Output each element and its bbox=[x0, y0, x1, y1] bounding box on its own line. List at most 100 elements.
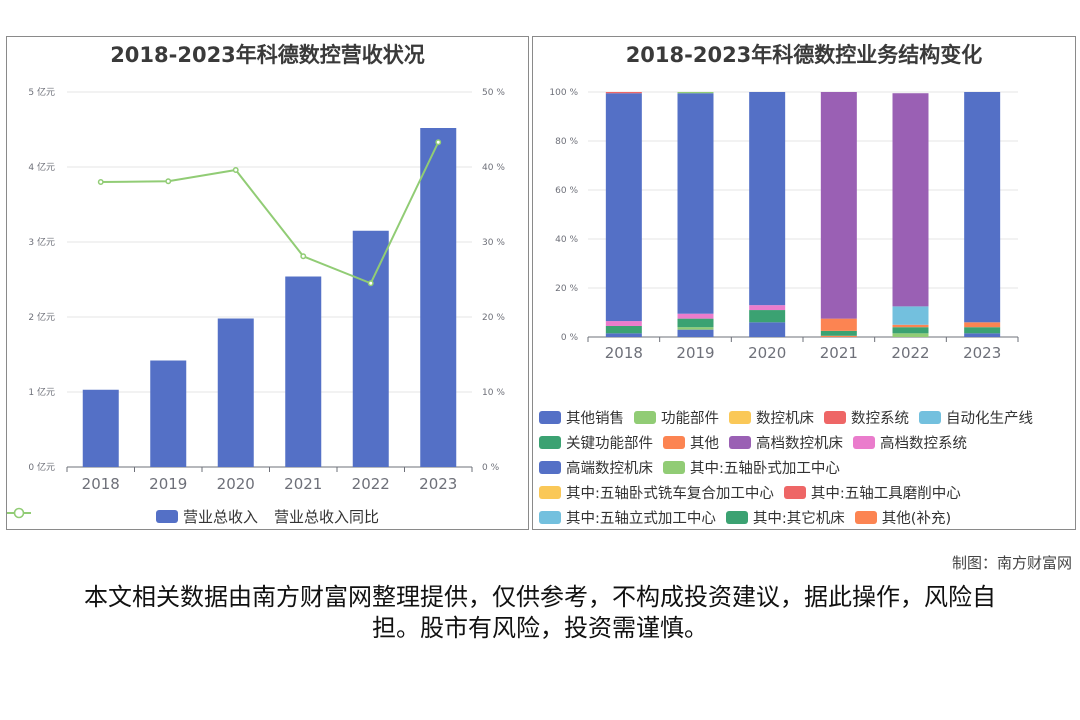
legend-item-revenue-yoy[interactable]: 营业总收入同比 bbox=[7, 506, 380, 527]
legend-swatch bbox=[539, 436, 561, 449]
revenue-yoy-point bbox=[300, 253, 307, 260]
revenue-chart-legend: 营业总收入 营业总收入同比 bbox=[7, 506, 528, 527]
x-tick-label: 2020 bbox=[217, 475, 255, 493]
legend-item[interactable]: 其他(补充) bbox=[854, 507, 952, 528]
y-right-tick-label: 10 % bbox=[482, 388, 505, 398]
legend-label: 数控机床 bbox=[756, 411, 814, 427]
y-right-tick-label: 20 % bbox=[482, 313, 505, 323]
structure-segment bbox=[820, 92, 857, 319]
legend-swatch bbox=[919, 411, 941, 424]
legend-label: 其中:五轴工具磨削中心 bbox=[810, 486, 961, 502]
business-structure-panel: 0 % 20 % 40 % 60 % 80 % 100 % 2018 2019 2020 2021… bbox=[532, 36, 1076, 530]
legend-label-revenue: 营业总收入 bbox=[182, 508, 258, 526]
structure-segment bbox=[892, 306, 929, 325]
legend-label: 高档数控机床 bbox=[756, 436, 843, 452]
legend-item[interactable]: 关键功能部件 bbox=[539, 432, 653, 453]
legend-swatch bbox=[783, 486, 806, 499]
structure-segment bbox=[964, 333, 1001, 337]
x-tick-label: 2023 bbox=[419, 475, 457, 493]
y-left-tick-label: 2 亿元 bbox=[28, 311, 55, 323]
business-structure-chart: 0 % 20 % 40 % 60 % 80 % 100 % 2018 2019 2020 2021… bbox=[549, 88, 1019, 362]
y-left-tick-label: 3 亿元 bbox=[28, 236, 55, 248]
legend-swatch-revenue-yoy bbox=[7, 507, 31, 519]
structure-segment bbox=[677, 313, 714, 319]
revenue-bar bbox=[352, 230, 389, 467]
legend-label: 其他(补充) bbox=[881, 511, 952, 527]
x-tick-label: 2018 bbox=[605, 344, 643, 362]
x-tick-label: 2022 bbox=[891, 344, 929, 362]
structure-segment bbox=[892, 333, 929, 337]
revenue-bar bbox=[82, 389, 119, 467]
structure-segment bbox=[892, 93, 929, 307]
business-structure-title: 2018-2023年科德数控业务结构变化 bbox=[625, 43, 983, 67]
structure-segment bbox=[605, 333, 642, 337]
y-tick-label: 40 % bbox=[555, 235, 578, 245]
legend-swatch bbox=[663, 436, 685, 449]
revenue-bar bbox=[217, 318, 254, 467]
legend-item[interactable]: 数控机床 bbox=[729, 407, 814, 428]
legend-label: 高端数控机床 bbox=[566, 461, 653, 477]
x-tick-label: 2020 bbox=[748, 344, 786, 362]
legend-item[interactable]: 其他销售 bbox=[539, 407, 624, 428]
legend-item[interactable]: 功能部件 bbox=[634, 407, 719, 428]
legend-label-revenue-yoy: 营业总收入同比 bbox=[274, 508, 380, 526]
y-tick-label: 20 % bbox=[555, 284, 578, 294]
legend-item[interactable]: 其中:五轴工具磨削中心 bbox=[783, 482, 961, 503]
y-right-tick-label: 30 % bbox=[482, 238, 505, 248]
legend-item[interactable]: 自动化生产线 bbox=[919, 407, 1033, 428]
legend-label: 其他 bbox=[690, 436, 719, 452]
structure-segment bbox=[820, 318, 857, 331]
legend-swatch bbox=[729, 436, 751, 449]
legend-item[interactable]: 其中:五轴卧式铣车复合加工中心 bbox=[539, 482, 774, 503]
legend-item[interactable]: 数控系统 bbox=[824, 407, 909, 428]
legend-label: 数控系统 bbox=[851, 411, 909, 427]
legend-label: 自动化生产线 bbox=[946, 411, 1033, 427]
structure-segment bbox=[677, 327, 714, 330]
legend-item[interactable]: 其中:五轴立式加工中心 bbox=[539, 507, 716, 528]
y-left-tick-label: 0 亿元 bbox=[28, 461, 55, 473]
structure-segment bbox=[820, 330, 857, 336]
legend-swatch bbox=[824, 411, 846, 424]
legend-label: 其中:五轴卧式加工中心 bbox=[690, 461, 840, 477]
y-left-tick-label: 5 亿元 bbox=[28, 86, 55, 98]
revenue-bar bbox=[420, 128, 457, 467]
structure-segment bbox=[964, 92, 1001, 323]
business-structure-legend: 其他销售 功能部件 数控机床 数控系统 自动化生产线关键功能部件 其他 高档数控机床 高档数控… bbox=[539, 407, 1073, 528]
revenue-yoy-point bbox=[97, 179, 104, 185]
structure-segment bbox=[749, 92, 786, 306]
legend-label: 功能部件 bbox=[661, 411, 719, 427]
x-tick-label: 2018 bbox=[82, 475, 120, 493]
legend-label: 其中:五轴卧式铣车复合加工中心 bbox=[566, 486, 774, 502]
y-tick-label: 80 % bbox=[555, 137, 578, 147]
revenue-chart-panel: 0 亿元 1 亿元 2 亿元 3 亿元 4 亿元 5 亿元 0 % 10 % 20 % 30 % 4… bbox=[6, 36, 529, 530]
legend-swatch bbox=[854, 511, 877, 524]
legend-item[interactable]: 其中:其它机床 bbox=[725, 507, 845, 528]
structure-segment bbox=[964, 327, 1001, 334]
y-left-tick-label: 1 亿元 bbox=[28, 386, 55, 398]
legend-item[interactable]: 其他 bbox=[663, 432, 719, 453]
structure-segment bbox=[605, 325, 642, 334]
y-left-tick-label: 4 亿元 bbox=[28, 161, 55, 173]
legend-item[interactable]: 高档数控系统 bbox=[853, 432, 967, 453]
structure-segment bbox=[749, 310, 786, 323]
y-right-tick-label: 40 % bbox=[482, 163, 505, 173]
y-tick-label: 0 % bbox=[561, 333, 579, 343]
legend-label: 其中:其它机床 bbox=[752, 511, 845, 527]
revenue-yoy-point bbox=[165, 178, 172, 185]
legend-item[interactable]: 高档数控机床 bbox=[729, 432, 843, 453]
legend-swatch bbox=[539, 461, 561, 474]
structure-segment bbox=[964, 322, 1001, 328]
structure-segment bbox=[892, 324, 929, 328]
legend-swatch bbox=[725, 511, 748, 524]
legend-item-revenue[interactable]: 营业总收入 bbox=[155, 506, 258, 527]
revenue-chart: 0 亿元 1 亿元 2 亿元 3 亿元 4 亿元 5 亿元 0 % 10 % 20 % 30 % 4… bbox=[28, 86, 505, 493]
x-tick-label: 2023 bbox=[963, 344, 1001, 362]
legend-item[interactable]: 高端数控机床 bbox=[539, 457, 653, 478]
y-right-tick-label: 0 % bbox=[482, 463, 500, 473]
disclaimer-text: 本文相关数据由南方财富网整理提供，仅供参考，不构成投资建议，据此操作，风险自担。… bbox=[84, 583, 996, 642]
legend-label: 其他销售 bbox=[566, 411, 624, 427]
legend-item[interactable]: 其中:五轴卧式加工中心 bbox=[663, 457, 840, 478]
y-right-tick-label: 50 % bbox=[482, 88, 505, 98]
revenue-yoy-point bbox=[367, 280, 374, 287]
legend-swatch bbox=[663, 461, 685, 474]
